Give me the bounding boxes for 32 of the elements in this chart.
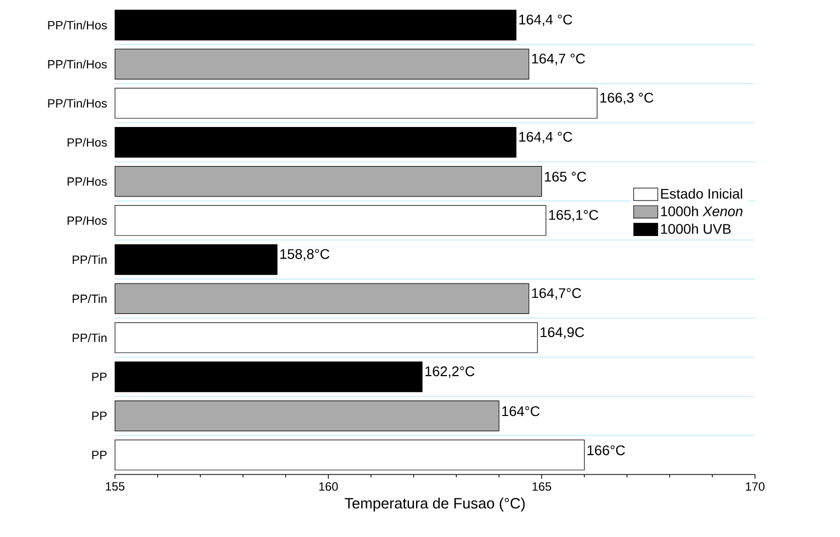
legend-label: Estado Inicial xyxy=(661,188,742,199)
data-label: 158,8°C xyxy=(280,249,330,261)
data-label: 166,3 °C xyxy=(600,92,654,104)
data-label: 164,4 °C xyxy=(519,14,572,26)
y-tick-label: PP/Hos xyxy=(68,138,107,147)
data-label: 164,4 °C xyxy=(519,132,572,144)
x-tick-label: 165 xyxy=(532,482,552,491)
y-tick-label: PP/Tin/Hos xyxy=(48,60,107,69)
data-label: 164,9C xyxy=(540,327,584,339)
y-tick-label: PP/Tin/Hos xyxy=(48,20,107,30)
data-label: 166°C xyxy=(588,445,625,456)
x-axis-title: Temperatura de Fusao (°C) xyxy=(344,498,525,512)
data-label: 162,2°C xyxy=(425,366,474,378)
y-tick-label: PP/Tin xyxy=(72,333,106,342)
y-tick-label: PP/Tin xyxy=(72,255,106,264)
data-label: 164,7 °C xyxy=(532,54,585,66)
data-label: 164°C xyxy=(502,406,540,416)
x-tick-label: 160 xyxy=(319,482,338,491)
x-tick-label: 170 xyxy=(746,482,765,491)
data-label: 164,7°C xyxy=(532,288,582,300)
y-tick-label: PP xyxy=(92,372,107,381)
data-label: 165 °C xyxy=(544,172,586,182)
y-tick-label: PP/Tin/Hos xyxy=(48,98,107,108)
x-tick-label: 155 xyxy=(106,482,124,491)
legend-label: 1000h UVB xyxy=(661,224,731,234)
y-tick-label: PP/Hos xyxy=(68,176,107,186)
y-tick-label: PP/Tin xyxy=(72,294,106,304)
y-tick-label: PP xyxy=(92,450,107,460)
legend-label: 1000h Xenon xyxy=(661,206,742,216)
data-label: 165,1°C xyxy=(549,210,598,222)
y-tick-label: PP/Hos xyxy=(68,216,107,225)
y-tick-label: PP xyxy=(92,412,107,420)
